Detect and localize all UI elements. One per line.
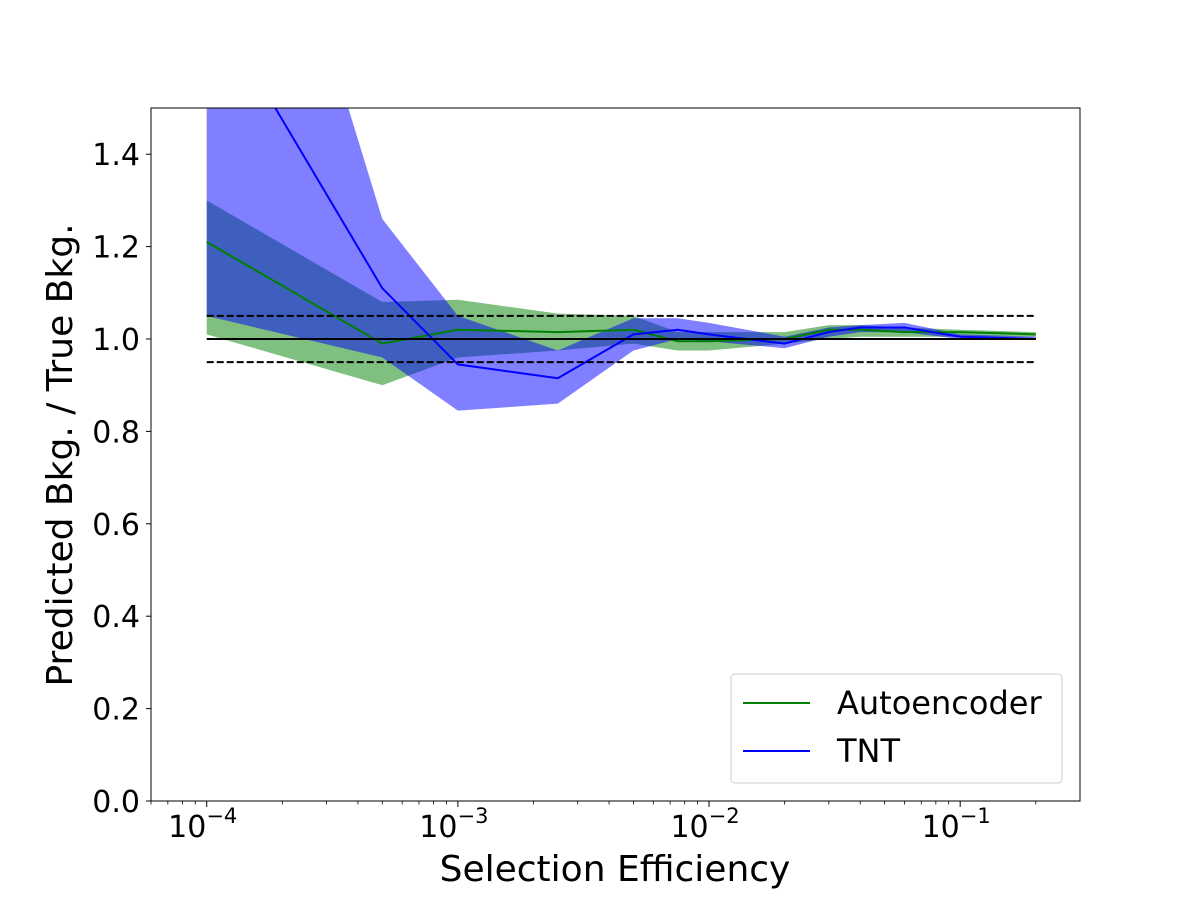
line-autoencoder (206, 241, 1036, 345)
x-tick-label: 10−1 (922, 804, 991, 845)
legend-label-tnt: TNT (836, 732, 900, 770)
y-tick-label: 1.4 (92, 138, 140, 173)
series-tnt (274, 108, 1036, 380)
y-tick-label: 0.0 (92, 785, 140, 820)
x-tick-label: 10−4 (168, 804, 237, 845)
y-tick-label: 0.6 (92, 508, 140, 543)
series-autoencoder (206, 241, 1036, 345)
y-tick-label: 0.8 (92, 415, 140, 450)
band-tnt (206, 108, 1036, 411)
reference-lines (206, 314, 1036, 364)
x-axis: 10−4 10−3 10−2 10−1 (150, 801, 1037, 845)
legend-frame (730, 673, 1063, 784)
x-axis-label: Selection Efficiency (440, 849, 791, 890)
legend: Autoencoder TNT (730, 673, 1063, 784)
y-tick-label: 0.4 (92, 600, 140, 635)
line-tnt (274, 108, 1036, 380)
y-tick-label: 1.0 (92, 323, 140, 358)
series-lines (206, 108, 1036, 380)
x-tick-label: 10−3 (419, 804, 488, 845)
y-axis-label: Predicted Bkg. / True Bkg. (40, 223, 81, 686)
plot-frame (150, 107, 1081, 802)
x-tick-label: 10−2 (670, 804, 739, 845)
y-tick-label: 1.2 (92, 231, 140, 266)
y-axis: 0.0 0.2 0.4 0.6 0.8 1.0 1.2 1.4 (92, 138, 151, 820)
legend-label-autoencoder: Autoencoder (837, 684, 1042, 722)
y-tick-label: 0.2 (92, 693, 140, 728)
